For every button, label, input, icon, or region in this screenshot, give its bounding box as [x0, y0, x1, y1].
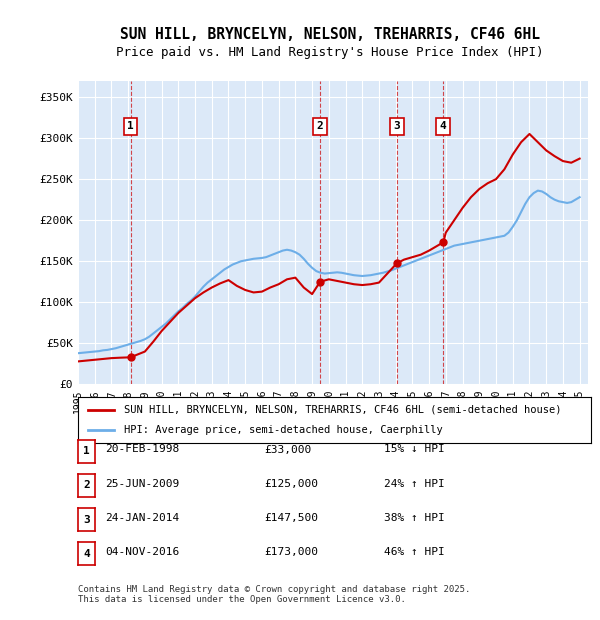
Text: £173,000: £173,000	[264, 547, 318, 557]
Text: 25-JUN-2009: 25-JUN-2009	[105, 479, 179, 489]
Text: 46% ↑ HPI: 46% ↑ HPI	[384, 547, 445, 557]
Text: 2: 2	[317, 121, 323, 131]
Text: 24% ↑ HPI: 24% ↑ HPI	[384, 479, 445, 489]
Text: 38% ↑ HPI: 38% ↑ HPI	[384, 513, 445, 523]
Text: 20-FEB-1998: 20-FEB-1998	[105, 445, 179, 454]
Text: £33,000: £33,000	[264, 445, 311, 454]
Text: Price paid vs. HM Land Registry's House Price Index (HPI): Price paid vs. HM Land Registry's House …	[116, 46, 544, 59]
Text: 15% ↓ HPI: 15% ↓ HPI	[384, 445, 445, 454]
Text: 3: 3	[394, 121, 400, 131]
Text: 4: 4	[83, 549, 90, 559]
Text: 04-NOV-2016: 04-NOV-2016	[105, 547, 179, 557]
Text: 2: 2	[83, 480, 90, 490]
Text: 1: 1	[127, 121, 134, 131]
Text: 1: 1	[83, 446, 90, 456]
Text: 4: 4	[440, 121, 446, 131]
Text: £125,000: £125,000	[264, 479, 318, 489]
Text: £147,500: £147,500	[264, 513, 318, 523]
Text: SUN HILL, BRYNCELYN, NELSON, TREHARRIS, CF46 6HL (semi-detached house): SUN HILL, BRYNCELYN, NELSON, TREHARRIS, …	[124, 405, 562, 415]
Text: 3: 3	[83, 515, 90, 525]
Text: HPI: Average price, semi-detached house, Caerphilly: HPI: Average price, semi-detached house,…	[124, 425, 443, 435]
Text: 24-JAN-2014: 24-JAN-2014	[105, 513, 179, 523]
Text: SUN HILL, BRYNCELYN, NELSON, TREHARRIS, CF46 6HL: SUN HILL, BRYNCELYN, NELSON, TREHARRIS, …	[120, 27, 540, 42]
Text: Contains HM Land Registry data © Crown copyright and database right 2025.
This d: Contains HM Land Registry data © Crown c…	[78, 585, 470, 604]
